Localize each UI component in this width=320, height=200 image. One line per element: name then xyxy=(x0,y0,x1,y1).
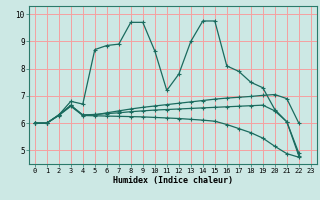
X-axis label: Humidex (Indice chaleur): Humidex (Indice chaleur) xyxy=(113,176,233,185)
